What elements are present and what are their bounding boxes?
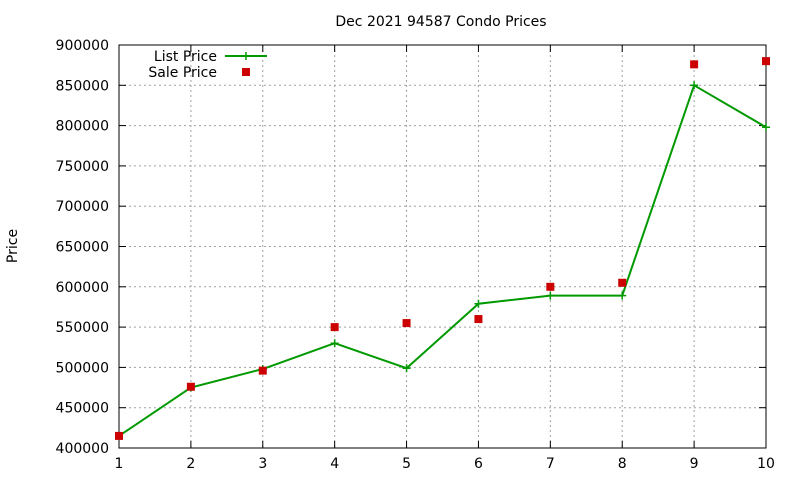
sale-price-point: [546, 282, 555, 291]
y-tick-label: 450000: [56, 401, 109, 417]
sale-price-series: [115, 57, 770, 440]
sale-price-point: [474, 315, 483, 324]
x-tick-label: 3: [258, 456, 267, 472]
chart-title: Dec 2021 94587 Condo Prices: [335, 14, 546, 30]
list-price-point: [474, 299, 483, 308]
list-price-point: [618, 291, 627, 300]
x-tick-label: 6: [474, 456, 483, 472]
x-tick-label: 4: [330, 456, 339, 472]
plot-frame: [118, 44, 767, 449]
axis-tick-labels: 1 2 3 4 5 6 7 8 9 10 400000 450000 500000 550000 60000…: [56, 38, 775, 472]
y-tick-label: 500000: [56, 360, 109, 376]
y-tick-label: 550000: [56, 320, 109, 336]
x-tick-label: 7: [546, 456, 555, 472]
sale-price-point: [258, 366, 267, 375]
x-tick-label: 10: [757, 456, 775, 472]
y-tick-label: 650000: [56, 240, 109, 256]
list-price-point: [762, 123, 770, 132]
y-tick-label: 850000: [56, 78, 109, 94]
list-price-point: [330, 339, 339, 348]
y-axis-label: Price: [5, 229, 21, 263]
grid-lines: [119, 45, 766, 448]
sale-price-point: [762, 57, 770, 66]
sale-price-point: [186, 382, 195, 391]
y-tick-label: 750000: [56, 159, 109, 175]
list-price-series: [115, 81, 770, 440]
y-tick-label: 900000: [56, 38, 109, 54]
y-tick-label: 600000: [56, 280, 109, 296]
y-tick-label: 400000: [56, 441, 109, 457]
x-tick-label: 1: [115, 456, 124, 472]
list-price-point: [690, 81, 699, 90]
y-tick-label: 700000: [56, 199, 109, 215]
legend-label-list-price: List Price: [154, 49, 217, 65]
legend-marker-list-price: [242, 52, 250, 60]
legend-label-sale-price: Sale Price: [148, 65, 217, 81]
sale-price-point: [115, 431, 123, 440]
list-price-point: [402, 364, 411, 373]
x-tick-label: 2: [186, 456, 195, 472]
axis-ticks: [118, 44, 767, 449]
sale-price-point: [618, 278, 627, 287]
legend-marker-sale-price: [242, 68, 250, 76]
list-price-point: [546, 291, 555, 300]
sale-price-point: [330, 323, 339, 332]
sale-price-point: [690, 60, 699, 69]
sale-price-point: [402, 319, 411, 328]
x-tick-label: 9: [690, 456, 699, 472]
x-tick-label: 8: [618, 456, 627, 472]
y-tick-label: 800000: [56, 119, 109, 135]
x-tick-label: 5: [402, 456, 411, 472]
list-price-line: [118, 83, 767, 437]
data-series: [115, 57, 770, 440]
